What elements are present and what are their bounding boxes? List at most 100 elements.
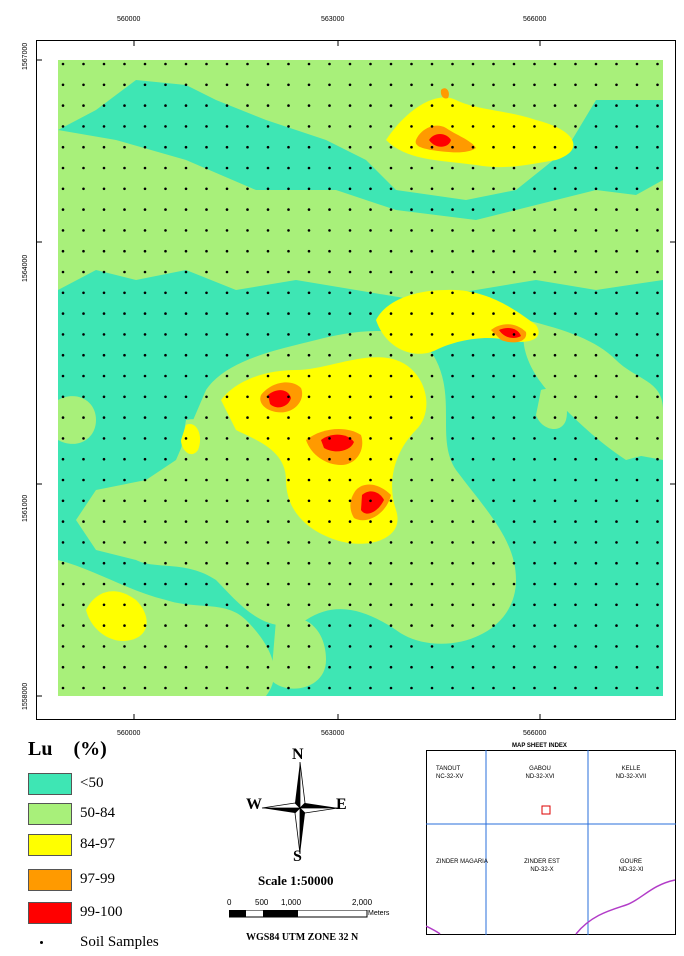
soil-sample-point (635, 291, 639, 295)
soil-sample-point (410, 187, 413, 191)
soil-sample-point (266, 374, 270, 378)
soil-sample-point (553, 541, 557, 544)
soil-sample-point (328, 104, 331, 107)
soil-sample-point (553, 645, 557, 648)
east-label: E (336, 796, 347, 813)
soil-sample-point (184, 333, 188, 336)
soil-sample-point (574, 437, 577, 440)
soil-sample-point (205, 624, 208, 627)
soil-sample-point (123, 208, 126, 211)
soil-sample-point (533, 104, 536, 107)
soil-sample-point (533, 374, 536, 378)
soil-sample-point (410, 270, 413, 274)
soil-sample-point (205, 645, 208, 648)
soil-sample-point (307, 249, 311, 253)
soil-sample-point (61, 457, 65, 461)
soil-sample-point (369, 416, 372, 419)
soil-sample-point (512, 187, 516, 191)
soil-sample-point (594, 416, 598, 419)
soil-sample-point (328, 291, 331, 295)
soil-sample-point (533, 686, 536, 690)
soil-sample-point (82, 374, 85, 378)
index-sheet-goure: GOURE ND-32-XI (618, 859, 644, 873)
soil-sample-point (410, 145, 413, 149)
soil-sample-point (102, 457, 106, 461)
soil-sample-point (574, 416, 577, 419)
soil-sample-point (512, 437, 516, 440)
soil-sample-point (451, 603, 454, 607)
soil-sample-point (246, 582, 249, 586)
soil-sample-point (266, 104, 270, 107)
soil-sample-point (102, 62, 106, 66)
soil-sample-point (656, 582, 659, 586)
legend-row-lt50: <50 (28, 773, 228, 795)
soil-sample-point (656, 561, 659, 565)
soil-sample-point (492, 457, 495, 461)
soil-sample-point (307, 541, 311, 544)
legend-label-samples: Soil Samples (80, 934, 159, 950)
soil-sample-point (492, 353, 495, 357)
soil-sample-point (430, 395, 434, 399)
soil-sample-point (287, 229, 290, 232)
soil-sample-point (451, 541, 454, 544)
soil-sample-point (225, 437, 229, 440)
soil-sample-point (61, 229, 65, 232)
soil-sample-point (328, 229, 331, 232)
soil-sample-point (615, 291, 618, 295)
soil-sample-point (143, 582, 147, 586)
soil-sample-point (348, 686, 352, 690)
soil-sample-point (492, 478, 495, 482)
soil-sample-point (430, 686, 434, 690)
soil-sample-point (225, 333, 229, 336)
soil-sample-point (615, 208, 618, 211)
soil-sample-point (205, 520, 208, 523)
soil-sample-point (492, 208, 495, 211)
soil-sample-point (656, 229, 659, 232)
soil-sample-point (471, 520, 475, 523)
soil-sample-point (287, 166, 290, 170)
soil-sample-point (102, 249, 106, 253)
soil-sample-point (512, 665, 516, 669)
soil-sample-point (102, 83, 106, 87)
soil-sample-point (348, 333, 352, 336)
soil-sample-point (512, 166, 516, 170)
soil-sample-point (492, 83, 495, 87)
legend-row-97-99: 97-99 (28, 869, 228, 891)
scale-unit: Meters (368, 910, 390, 917)
soil-sample-point (410, 582, 413, 586)
soil-sample-point (205, 478, 208, 482)
soil-sample-point (430, 312, 434, 315)
soil-sample-point (348, 603, 352, 607)
soil-sample-point (471, 291, 475, 295)
soil-sample-point (287, 603, 290, 607)
soil-sample-point (369, 270, 372, 274)
soil-sample-point (328, 395, 331, 399)
legend-swatch-99-100 (28, 902, 72, 924)
soil-sample-point (225, 125, 229, 128)
x-tick-top-3: 566000 (523, 16, 547, 23)
soil-sample-point (471, 229, 475, 232)
soil-sample-point (389, 624, 393, 627)
soil-sample-point (430, 353, 434, 357)
soil-sample-point (512, 499, 516, 503)
soil-sample-point (430, 83, 434, 87)
soil-sample-point (266, 499, 270, 503)
soil-sample-point (143, 520, 147, 523)
soil-sample-point (594, 104, 598, 107)
soil-sample-point (369, 561, 372, 565)
soil-sample-point (594, 166, 598, 170)
soil-sample-point (143, 187, 147, 191)
soil-sample-point (635, 104, 639, 107)
soil-sample-point (246, 166, 249, 170)
soil-sample-point (184, 624, 188, 627)
soil-sample-point (471, 104, 475, 107)
soil-sample-point (574, 83, 577, 87)
soil-sample-point (225, 166, 229, 170)
soil-sample-point (266, 457, 270, 461)
soil-sample-point (574, 312, 577, 315)
soil-sample-point (266, 270, 270, 274)
soil-sample-point (266, 229, 270, 232)
soil-sample-point (492, 624, 495, 627)
soil-sample-point (533, 353, 536, 357)
soil-sample-point (184, 312, 188, 315)
